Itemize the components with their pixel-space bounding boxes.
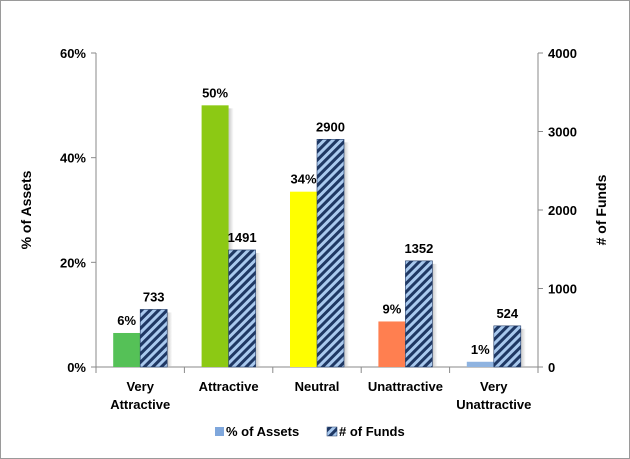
legend-swatch-assets [215,427,224,436]
category-label: Unattractive [368,379,443,394]
data-label-funds: 733 [143,289,165,304]
bar-shadow [520,328,526,367]
bar-assets [290,191,317,367]
bar-shadow [432,263,438,367]
right-tick-label: 3000 [548,125,577,140]
data-label-funds: 1352 [404,241,433,256]
category-label: Neutral [295,379,340,394]
category-label: Attractive [110,397,170,412]
left-axis-title: % of Assets [18,170,34,249]
data-label-assets: 34% [290,172,316,187]
legend-label-funds: # of Funds [339,424,405,439]
data-label-funds: 524 [496,306,518,321]
bar-shadow [228,108,234,367]
data-label-funds: 2900 [316,119,345,134]
bar-assets [201,105,229,367]
data-label-funds: 1491 [228,230,257,245]
right-tick-label: 4000 [548,46,577,61]
bar-assets [113,332,141,367]
right-tick-label: 2000 [548,203,577,218]
category-label: Very [480,379,508,394]
legend-label-assets: % of Assets [226,424,299,439]
left-tick-label: 20% [60,255,86,270]
bar-assets [378,321,406,367]
bar-funds [139,309,168,368]
bar-funds [493,325,522,368]
data-label-assets: 50% [202,85,228,100]
left-tick-label: 0% [67,360,86,375]
data-label-assets: 9% [383,301,402,316]
right-axis-title: # of Funds [593,174,609,245]
bar-assets [466,361,494,367]
category-label: Very [126,379,154,394]
bar-shadow [255,252,261,367]
category-label: Unattractive [456,397,531,412]
legend-swatch-funds [326,426,338,437]
left-tick-label: 40% [60,151,86,166]
bar-funds [228,249,256,368]
bar-funds [316,139,345,368]
bar-shadow [344,142,349,367]
bar-funds [405,260,433,368]
right-tick-label: 1000 [548,282,577,297]
left-tick-label: 60% [60,46,86,61]
bar-shadow [167,312,173,367]
right-tick-label: 0 [548,360,555,375]
data-label-assets: 6% [117,313,136,328]
data-label-assets: 1% [471,342,490,357]
category-label: Attractive [199,379,259,394]
